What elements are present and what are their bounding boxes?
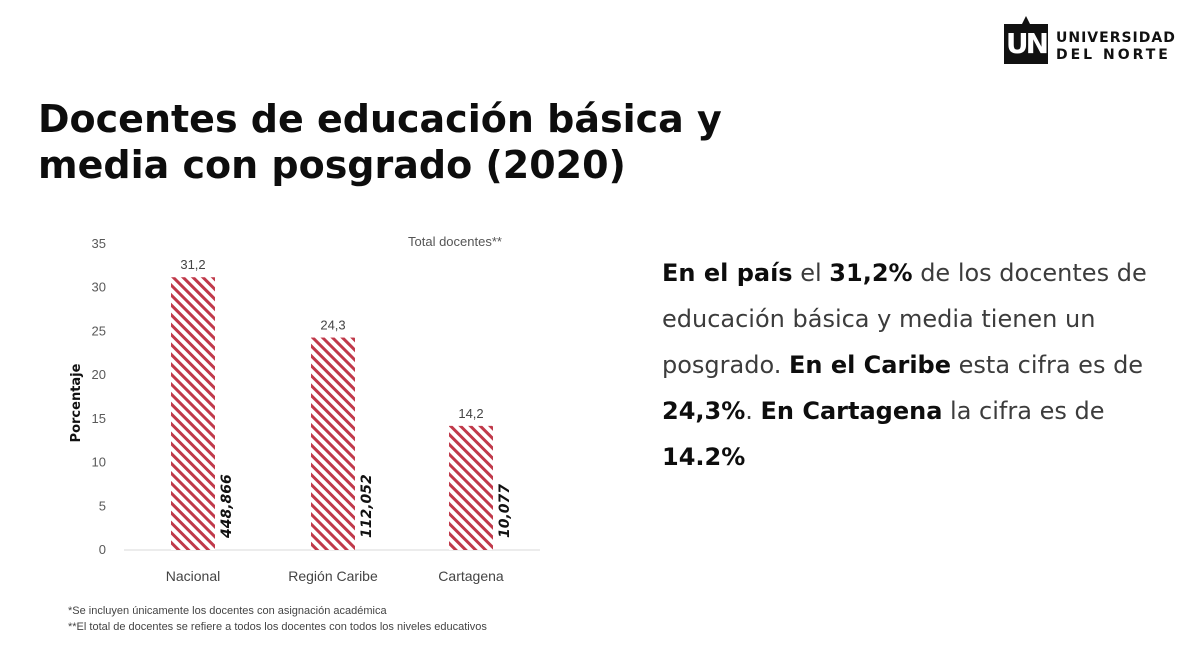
logo-mark: UN <box>1004 16 1049 64</box>
bar <box>311 337 355 550</box>
total-docentes-label: 10,077 <box>497 484 513 538</box>
desc-text-5: la cifra es de <box>942 397 1105 425</box>
y-ticks: 0 5 10 15 20 25 30 35 <box>92 236 106 557</box>
total-docentes-annotation: Total docentes** <box>408 234 502 249</box>
bar <box>171 277 215 550</box>
bar-value-label: 14,2 <box>458 406 483 421</box>
desc-caribe: En el Caribe <box>788 351 952 379</box>
desc-cartagena: En Cartagena <box>760 397 943 425</box>
y-tick-label: 25 <box>92 323 106 338</box>
y-tick-label: 10 <box>92 455 106 470</box>
x-category-label: Región Caribe <box>288 568 378 584</box>
desc-pct-cartagena: 14.2% <box>662 443 746 471</box>
total-docentes-label: 112,052 <box>359 474 375 538</box>
y-tick-label: 35 <box>92 236 106 251</box>
desc-text-2: de los docentes de educación básica y me… <box>662 259 1147 379</box>
logo-line-2: DEL NORTE <box>1056 47 1171 63</box>
desc-pct-nacional: 31,2% <box>829 259 913 287</box>
x-category-label: Nacional <box>166 568 220 584</box>
footnote-1: *Se incluyen únicamente los docentes con… <box>68 605 387 617</box>
bar-value-label: 31,2 <box>180 257 205 272</box>
bar-chart: Porcentaje Total docentes** 0 5 10 15 20 25 30… <box>69 234 540 584</box>
university-logo: UN UNIVERSIDAD DEL NORTE <box>1002 16 1188 68</box>
y-tick-label: 30 <box>92 280 106 295</box>
desc-pct-caribe: 24,3% <box>662 397 746 425</box>
y-axis-label: Porcentaje <box>69 363 84 442</box>
bars: 31,2 448,866 Nacional 24,3 112,052 Región Car… <box>166 257 513 584</box>
bar-value-label: 24,3 <box>320 318 345 333</box>
desc-pais: En el país <box>662 259 793 287</box>
description-text: En el país el 31,2% de los docentes de e… <box>662 250 1182 480</box>
bar <box>449 425 493 550</box>
total-docentes-label: 448,866 <box>219 474 235 539</box>
y-tick-label: 0 <box>99 542 106 557</box>
slide-title: Docentes de educación básica y media con… <box>38 97 722 187</box>
desc-text-4: . <box>745 397 761 425</box>
desc-text-3: esta cifra es de <box>951 351 1144 379</box>
y-tick-label: 20 <box>92 367 106 382</box>
y-tick-label: 15 <box>92 411 106 426</box>
x-category-label: Cartagena <box>438 568 504 584</box>
footnote-2: **El total de docentes se refiere a todo… <box>68 621 487 633</box>
logo-line-1: UNIVERSIDAD <box>1056 30 1176 46</box>
y-tick-label: 5 <box>99 498 106 513</box>
desc-text-1: el <box>792 259 830 287</box>
